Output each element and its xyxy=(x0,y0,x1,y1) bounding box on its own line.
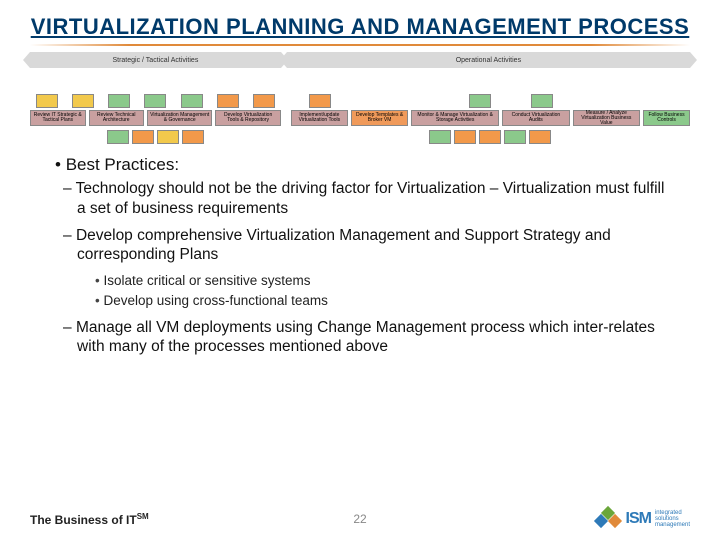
logo-sub3: management xyxy=(655,522,690,528)
band: Measure / Analyze Virtualization Busines… xyxy=(573,110,640,126)
title-underline xyxy=(30,44,690,46)
strategic-arrow: Strategic / Tactical Activities xyxy=(30,52,281,68)
bp-sub-1: Isolate critical or sensitive systems xyxy=(95,273,665,290)
box xyxy=(157,130,179,144)
box xyxy=(182,130,204,144)
operational-arrow: Operational Activities xyxy=(287,52,690,68)
operational-group: Implement/update Virtualization Tools De… xyxy=(291,72,690,150)
bp-item-1: Technology should not be the driving fac… xyxy=(63,179,665,218)
band: Monitor & Manage Virtualization & Storag… xyxy=(411,110,499,126)
logo-cubes-icon xyxy=(594,508,622,530)
box xyxy=(36,94,58,108)
band: Conduct Virtualization Audits xyxy=(502,110,569,126)
band: Review Technical Architecture xyxy=(89,110,145,126)
box xyxy=(108,94,130,108)
page-number: 22 xyxy=(353,512,366,526)
ism-logo: ISM integrated solutions management xyxy=(594,508,690,530)
content-area: • Best Practices: Technology should not … xyxy=(0,148,720,356)
footer-left: The Business of ITSM xyxy=(30,512,149,527)
box xyxy=(217,94,239,108)
bp-subitems: Isolate critical or sensitive systems De… xyxy=(95,273,665,310)
best-practices-heading: • Best Practices: xyxy=(55,154,665,175)
strategic-group: Review IT Strategic & Tactical Plans Rev… xyxy=(30,72,281,150)
footer-left-text: The Business of IT xyxy=(30,513,137,527)
slide-title: VIRTUALIZATION PLANNING AND MANAGEMENT P… xyxy=(0,0,720,44)
box xyxy=(454,130,476,144)
band: Develop Templates & Broker VM xyxy=(351,110,408,126)
box xyxy=(107,130,129,144)
logo-subtext: integrated solutions management xyxy=(655,510,690,528)
band: Virtualization Management & Governance xyxy=(147,110,212,126)
bp-sub-2: Develop using cross-functional teams xyxy=(95,293,665,310)
bp-heading-text: Best Practices: xyxy=(66,155,179,174)
logo-text: ISM xyxy=(626,510,651,528)
box xyxy=(253,94,275,108)
process-diagram: Strategic / Tactical Activities Operatio… xyxy=(30,52,690,142)
box xyxy=(181,94,203,108)
box xyxy=(479,130,501,144)
box xyxy=(429,130,451,144)
box xyxy=(504,130,526,144)
bp-item-2: Develop comprehensive Virtualization Man… xyxy=(63,226,665,265)
box xyxy=(132,130,154,144)
band: Follow Business Controls xyxy=(643,110,690,126)
bp-item-3: Manage all VM deployments using Change M… xyxy=(63,318,665,357)
footer-sm: SM xyxy=(137,512,149,521)
box xyxy=(529,130,551,144)
box xyxy=(72,94,94,108)
footer: The Business of ITSM 22 ISM integrated s… xyxy=(0,508,720,530)
box xyxy=(469,94,491,108)
box xyxy=(144,94,166,108)
band: Implement/update Virtualization Tools xyxy=(291,110,348,126)
band: Develop Virtualization Tools & Repositor… xyxy=(215,110,280,126)
box xyxy=(531,94,553,108)
band: Review IT Strategic & Tactical Plans xyxy=(30,110,86,126)
box xyxy=(309,94,331,108)
